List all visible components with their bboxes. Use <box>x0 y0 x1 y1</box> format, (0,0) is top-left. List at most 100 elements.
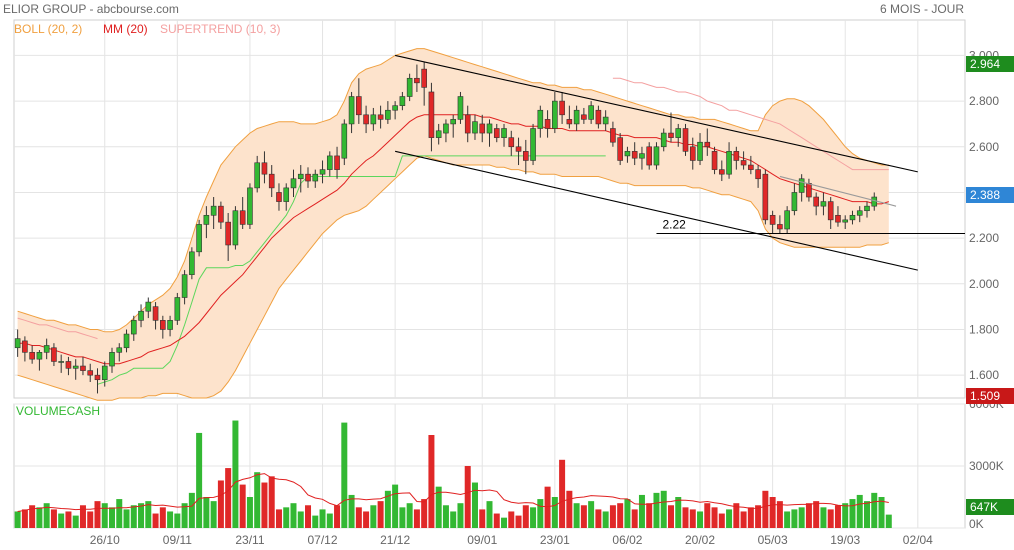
candle-body <box>552 100 558 129</box>
volume-tick-label: 0K <box>969 517 984 531</box>
volume-bar <box>464 466 471 528</box>
x-tick-label: 02/04 <box>903 533 933 547</box>
candle-body <box>268 173 275 189</box>
volume-bar <box>682 507 689 528</box>
candle-body <box>58 361 64 363</box>
volume-bar <box>101 503 108 528</box>
candle-body <box>508 137 515 148</box>
candle-body <box>181 274 188 298</box>
volume-bar <box>377 501 384 528</box>
candle-body <box>363 114 369 125</box>
volume-panel-label: VOLUMECASH <box>16 404 101 418</box>
x-tick-label: 19/03 <box>830 533 860 547</box>
x-tick-label: 26/10 <box>90 533 120 547</box>
candle-body <box>697 141 703 161</box>
volume-bar <box>14 511 21 528</box>
volume-bar <box>675 497 682 528</box>
candle-body <box>522 151 529 161</box>
candle-body <box>472 121 478 134</box>
candle-body <box>80 365 86 371</box>
candle-body <box>639 153 645 159</box>
volume-bar <box>312 515 319 528</box>
candle-body <box>726 151 732 175</box>
volume-bar <box>537 499 544 528</box>
x-tick-label: 23/01 <box>540 533 570 547</box>
candle-body <box>501 128 507 138</box>
candle-body <box>602 116 609 125</box>
candle-body <box>588 105 594 120</box>
candle-body <box>798 178 805 193</box>
candle-body <box>123 333 130 349</box>
candle-body <box>457 96 464 120</box>
candle-body <box>101 365 108 381</box>
legend-moving-average: MM (20) <box>103 22 148 36</box>
candle-body <box>348 96 355 125</box>
volume-bar <box>508 511 515 528</box>
volume-bar <box>188 492 195 528</box>
volume-bar <box>863 501 870 528</box>
candle-body <box>711 151 718 170</box>
volume-bar <box>225 468 232 528</box>
volume-bar <box>638 494 645 528</box>
volume-bar <box>261 482 268 528</box>
volume-bar <box>871 492 878 528</box>
candle-body <box>94 374 101 381</box>
candle-body <box>22 340 28 353</box>
candle-body <box>682 128 689 152</box>
candle-body <box>283 187 290 202</box>
candle-body <box>392 105 398 111</box>
volume-bar <box>239 484 246 528</box>
candle-body <box>247 187 253 225</box>
candle-body <box>51 347 57 362</box>
volume-bar <box>827 509 834 528</box>
candle-body <box>740 160 747 166</box>
period-low-tag: 1.509 <box>966 387 1014 404</box>
candle-body <box>544 119 551 129</box>
candle-body <box>777 224 783 230</box>
candle-body <box>225 221 231 246</box>
candle-body <box>806 183 812 198</box>
candle-body <box>617 137 623 161</box>
candle-body <box>305 173 311 182</box>
volume-bar <box>254 472 261 528</box>
candle-body <box>791 192 798 212</box>
price-tick-label: 2.000 <box>969 277 999 291</box>
volume-bar <box>21 509 28 528</box>
volume-bar <box>79 505 86 528</box>
candle-body <box>356 96 362 116</box>
volume-bar <box>348 494 355 528</box>
volume-bar <box>275 509 282 528</box>
candle-body <box>769 214 776 225</box>
candle-body <box>443 123 449 134</box>
volume-bar <box>486 501 493 528</box>
legend-supertrend: SUPERTREND (10, 3) <box>160 22 281 36</box>
candle-body <box>203 214 210 225</box>
volume-bar <box>776 501 783 528</box>
candle-body <box>748 164 754 170</box>
volume-bar <box>334 505 341 528</box>
volume-bar <box>217 480 224 528</box>
candle-body <box>813 196 819 207</box>
price-tick-label: 1.800 <box>969 322 999 336</box>
period-label: 6 MOIS - JOUR <box>880 2 965 16</box>
candle-body <box>435 130 442 138</box>
candle-body <box>595 109 602 125</box>
volume-bar <box>145 501 152 528</box>
candle-body <box>87 370 94 376</box>
volume-bar <box>762 490 769 528</box>
candle-body <box>479 123 486 134</box>
volume-bar <box>704 503 711 528</box>
candle-body <box>341 123 348 159</box>
candle-body <box>428 91 435 138</box>
volume-bar <box>617 503 624 528</box>
volume-bar <box>232 420 239 528</box>
chart-title: ELIOR GROUP - abcbourse.com <box>3 2 179 16</box>
volume-bar <box>834 505 841 528</box>
volume-bar <box>653 492 660 528</box>
volume-bar <box>747 507 754 528</box>
volume-bar <box>421 499 428 528</box>
legend-bollinger: BOLL (20, 2) <box>14 22 83 36</box>
candle-body <box>660 132 667 148</box>
candle-body <box>653 146 660 166</box>
candle-body <box>464 114 471 134</box>
